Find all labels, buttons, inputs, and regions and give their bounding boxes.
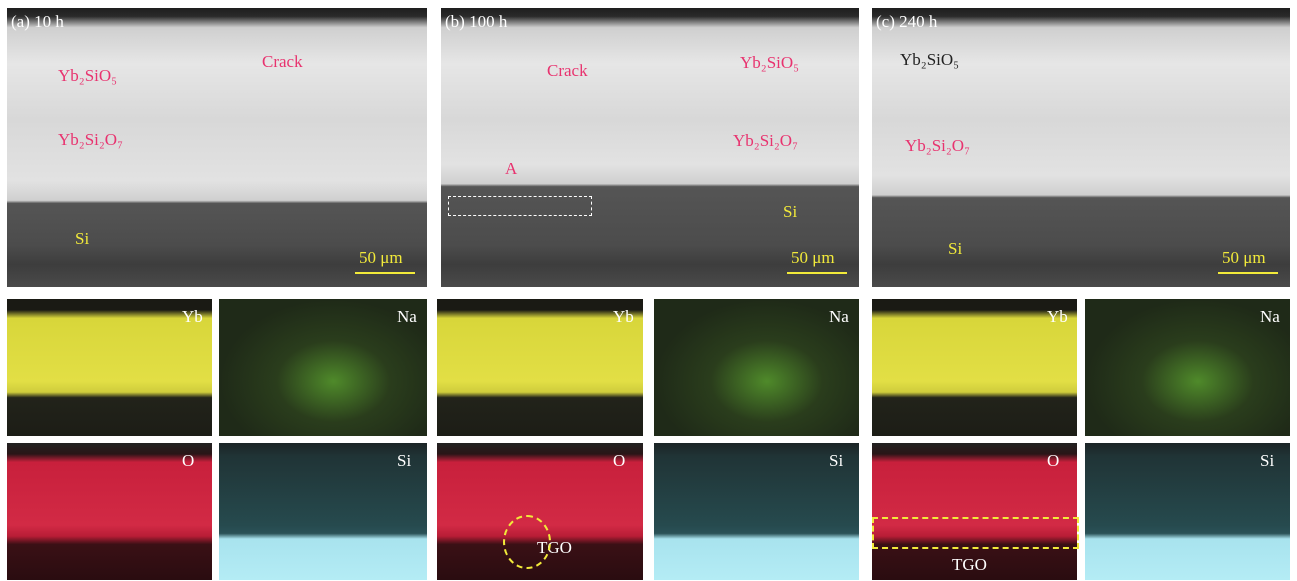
annotation: Yb₂Si₂O₇ [905,136,970,156]
element-label: Na [1260,307,1280,327]
element-label: O [613,451,625,471]
scale-bar [355,272,415,274]
scale-bar [787,272,847,274]
annotation: Yb₂Si₂O₇ [58,130,123,150]
scale-bar-label: 50 μm [791,248,835,268]
zoom-box [448,196,592,216]
annotation: Yb₂Si₂O₇ [733,131,798,151]
panel-label: (c) 240 h [876,12,937,32]
annotation: Yb₂SiO₅ [58,66,117,86]
annotation: Crack [262,52,303,72]
annotation: Yb₂SiO₅ [900,50,959,70]
eds-map [219,299,427,436]
element-label: Yb [182,307,203,327]
element-label: Si [829,451,843,471]
element-label: Si [1260,451,1274,471]
figure: (a) 10 h Crack Yb₂SiO₅ Yb₂Si₂O₇ Si 50 μm Yb Na O… [0,0,1297,581]
annotation: Crack [547,61,588,81]
scale-bar-label: 50 μm [359,248,403,268]
annotation: Si [783,202,797,222]
panel-label: (a) 10 h [11,12,64,32]
tgo-circle [503,515,551,569]
element-label: O [182,451,194,471]
tgo-box [872,517,1079,549]
element-label: Na [397,307,417,327]
element-label: Si [397,451,411,471]
scale-bar [1218,272,1278,274]
tgo-label: TGO [952,555,987,575]
annotation: Yb₂SiO₅ [740,53,799,73]
annotation: Si [75,229,89,249]
annotation: A [505,159,517,179]
element-label: Yb [613,307,634,327]
element-label: Yb [1047,307,1068,327]
annotation: Si [948,239,962,259]
scale-bar-label: 50 μm [1222,248,1266,268]
panel-label: (b) 100 h [445,12,507,32]
eds-map [219,443,427,580]
element-label: Na [829,307,849,327]
element-label: O [1047,451,1059,471]
